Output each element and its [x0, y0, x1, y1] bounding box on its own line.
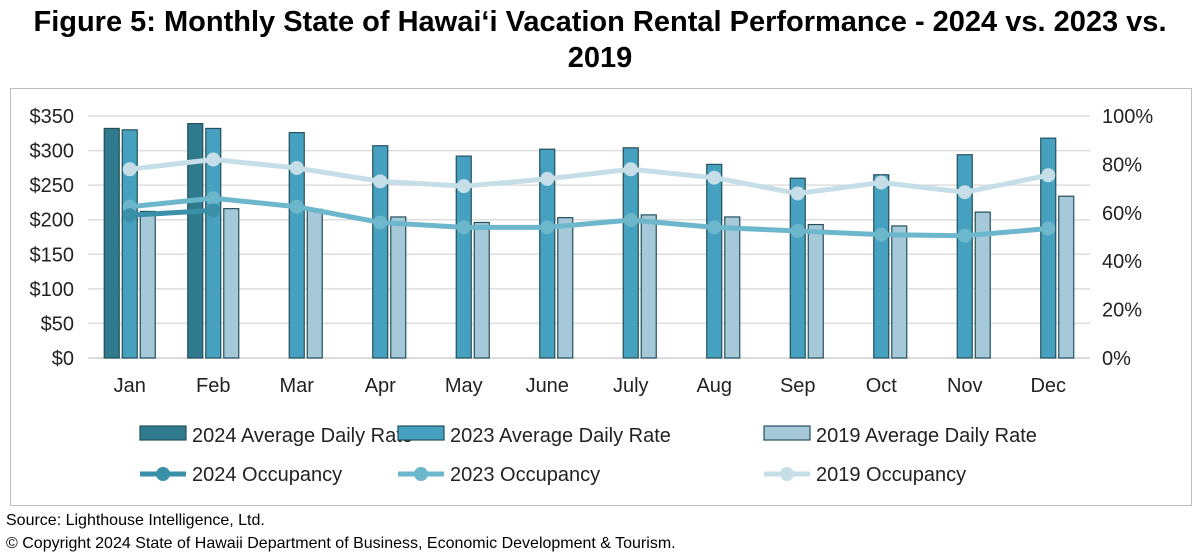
x-tick-label: Mar: [280, 375, 315, 397]
x-tick-label: Nov: [947, 375, 983, 397]
point-2019-occupancy: [790, 186, 805, 201]
line-2023-occupancy: [129, 195, 1049, 239]
point-2024-occupancy: [206, 203, 221, 218]
point-2023-occupancy: [456, 220, 471, 235]
y2-tick-label: 80%: [1102, 154, 1142, 176]
bar-2023-average-daily-rate: [121, 129, 138, 359]
y-tick-label: $0: [52, 348, 74, 370]
bar-2023-average-daily-rate: [1040, 137, 1057, 359]
chart: $0 $50 $100 $150 $200 $250 $300 $350 0% 20% 40% 60%…: [30, 106, 1154, 486]
point-2023-occupancy: [707, 220, 722, 235]
bar-2023-average-daily-rate: [622, 147, 639, 359]
legend-marker: [156, 467, 170, 481]
point-2024-occupancy: [122, 208, 137, 223]
x-tick-label: May: [445, 375, 483, 397]
bar-2019-average-daily-rate: [891, 225, 908, 359]
chart-frame: [10, 88, 1192, 506]
point-2023-occupancy: [206, 191, 221, 206]
bar-2023-average-daily-rate: [205, 127, 222, 359]
bar-2023-average-daily-rate: [706, 163, 723, 359]
x-tick-label: Aug: [696, 375, 732, 397]
legend-label: 2019 Occupancy: [816, 464, 966, 486]
legend-marker: [780, 467, 794, 481]
y-tick-label: $200: [30, 210, 75, 232]
bar-2023-average-daily-rate: [873, 174, 890, 359]
bar-2019-average-daily-rate: [974, 211, 991, 359]
point-2019-occupancy: [1041, 168, 1056, 183]
bar-2023-average-daily-rate: [789, 177, 806, 359]
point-2019-occupancy: [957, 185, 972, 200]
bar-2024-average-daily-rate: [187, 123, 204, 359]
y-tick-label: $150: [30, 244, 75, 266]
bar-2019-average-daily-rate: [640, 214, 657, 359]
legend-swatch: [763, 425, 811, 441]
bar-2019-average-daily-rate: [807, 223, 824, 359]
y2-tick-label: 60%: [1102, 203, 1142, 225]
x-tick-label: July: [613, 375, 649, 397]
bar-2019-average-daily-rate: [473, 221, 490, 359]
point-2023-occupancy: [540, 220, 555, 235]
y-tick-label: $250: [30, 175, 75, 197]
bar-2019-average-daily-rate: [306, 208, 323, 359]
legend-label: 2019 Average Daily Rate: [816, 425, 1037, 447]
point-2019-occupancy: [456, 179, 471, 194]
point-2023-occupancy: [623, 213, 638, 228]
bar-2023-average-daily-rate: [372, 145, 389, 359]
point-2019-occupancy: [122, 162, 137, 177]
bar-2023-average-daily-rate: [455, 155, 472, 359]
point-2023-occupancy: [1041, 221, 1056, 236]
legend-label: 2023 Average Daily Rate: [450, 425, 671, 447]
point-2023-occupancy: [373, 215, 388, 230]
x-tick-label: Feb: [196, 375, 230, 397]
legend-label: 2024 Occupancy: [192, 464, 342, 486]
bar-2023-average-daily-rate: [539, 148, 556, 359]
point-2019-occupancy: [707, 170, 722, 185]
y-tick-label: $300: [30, 141, 75, 163]
source-note: Source: Lighthouse Intelligence, Ltd.: [6, 512, 265, 529]
point-2023-occupancy: [957, 228, 972, 243]
copyright-note: © Copyright 2024 State of Hawaii Departm…: [6, 535, 676, 552]
x-tick-label: Dec: [1030, 375, 1066, 397]
point-2019-occupancy: [623, 162, 638, 177]
bar-2019-average-daily-rate: [1058, 195, 1075, 359]
point-2023-occupancy: [790, 223, 805, 238]
legend-label: 2024 Average Daily Rate: [192, 425, 413, 447]
legend-swatch: [139, 425, 187, 441]
bar-2019-average-daily-rate: [223, 208, 240, 359]
point-2023-occupancy: [289, 199, 304, 214]
bar-2023-average-daily-rate: [956, 154, 973, 359]
x-tick-label: Jan: [114, 375, 146, 397]
bar-2019-average-daily-rate: [557, 217, 574, 359]
y-tick-label: $50: [41, 313, 74, 335]
bar-2019-average-daily-rate: [390, 216, 407, 359]
y2-tick-label: 100%: [1102, 106, 1153, 128]
point-2019-occupancy: [373, 174, 388, 189]
x-tick-label: Oct: [866, 375, 898, 397]
legend-swatch: [397, 425, 445, 441]
point-2019-occupancy: [206, 152, 221, 167]
bar-2019-average-daily-rate: [724, 216, 741, 359]
legend-label: 2023 Occupancy: [450, 464, 600, 486]
y-tick-label: $100: [30, 279, 75, 301]
point-2019-occupancy: [874, 175, 889, 190]
point-2019-occupancy: [540, 171, 555, 186]
line-2024-occupancy: [129, 207, 214, 218]
point-2019-occupancy: [289, 161, 304, 176]
y2-tick-label: 40%: [1102, 251, 1142, 273]
point-2023-occupancy: [874, 227, 889, 242]
x-tick-label: Apr: [365, 375, 396, 397]
legend-marker: [414, 467, 428, 481]
bar-2023-average-daily-rate: [288, 131, 305, 359]
x-tick-label: June: [526, 375, 569, 397]
line-2019-occupancy: [129, 157, 1049, 196]
bar-2019-average-daily-rate: [139, 210, 156, 359]
y2-tick-label: 0%: [1102, 348, 1131, 370]
bar-2024-average-daily-rate: [103, 127, 120, 359]
chart-title: Figure 5: Monthly State of Hawaiʻi Vacat…: [33, 6, 1167, 74]
y-tick-label: $350: [30, 106, 75, 128]
x-tick-label: Sep: [780, 375, 816, 397]
y2-tick-label: 20%: [1102, 300, 1142, 322]
